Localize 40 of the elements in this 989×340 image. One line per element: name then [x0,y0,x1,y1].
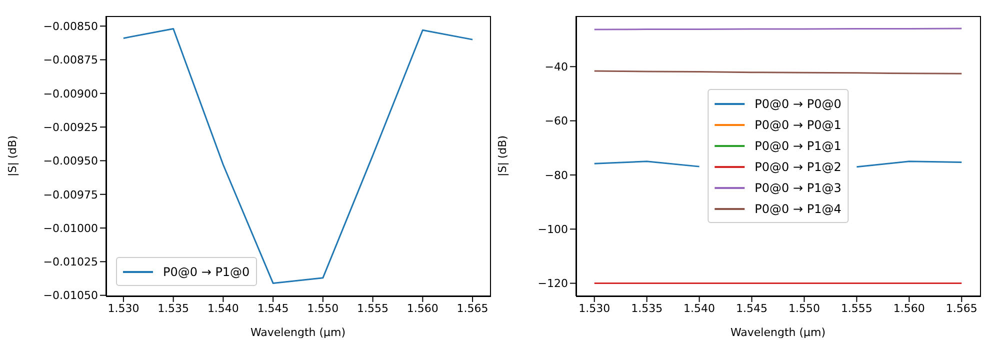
y-tick-label: −0.01025 [43,256,98,269]
x-tick-label: 1.545 [736,302,768,315]
x-tick-label: 1.550 [307,302,339,315]
x-tick-label: 1.540 [207,302,239,315]
x-tick-label: 1.560 [893,302,925,315]
x-tick-label: 1.565 [946,302,978,315]
line-series [122,28,474,284]
legend-label: P0@0 → P1@3 [754,180,842,194]
y-tick-label: −120 [538,277,568,290]
y-tick-label: −80 [544,168,568,182]
legend-label: P0@0 → P1@2 [754,160,842,174]
y-tick-label: −0.00950 [43,154,98,168]
legend-label: P0@0 → P1@0 [163,264,250,278]
x-tick-label: 1.540 [684,302,716,315]
y-tick-label: −0.00875 [43,54,98,67]
x-tick-label: 1.565 [456,302,488,315]
y-tick-label: −0.00900 [43,87,98,100]
legend-label: P0@0 → P0@1 [754,118,842,132]
x-axis-title: Wavelength (µm) [730,326,826,339]
x-axis-title: Wavelength (µm) [250,326,346,339]
legend-label: P0@0 → P1@4 [754,202,842,216]
legend-label: P0@0 → P0@0 [754,96,842,110]
x-tick-label: 1.555 [357,302,389,315]
y-tick-label: −100 [538,223,568,236]
x-tick-label: 1.530 [578,302,610,315]
x-tick-label: 1.535 [158,302,190,315]
y-tick-label: −0.00975 [43,188,98,202]
y-tick-label: −0.01000 [43,222,98,235]
x-tick-label: 1.560 [406,302,438,315]
y-tick-label: −0.01050 [43,289,98,302]
y-tick-label: −0.00850 [43,20,98,33]
x-tick-label: 1.535 [631,302,663,315]
x-tick-label: 1.555 [840,302,872,315]
x-tick-label: 1.545 [257,302,289,315]
legend-label: P0@0 → P1@1 [754,138,842,152]
y-tick-label: −0.00925 [43,120,98,134]
x-tick-label: 1.550 [788,302,820,315]
x-tick-label: 1.530 [108,302,140,315]
y-tick-label: −40 [544,60,568,74]
y-tick-label: −60 [544,114,568,128]
